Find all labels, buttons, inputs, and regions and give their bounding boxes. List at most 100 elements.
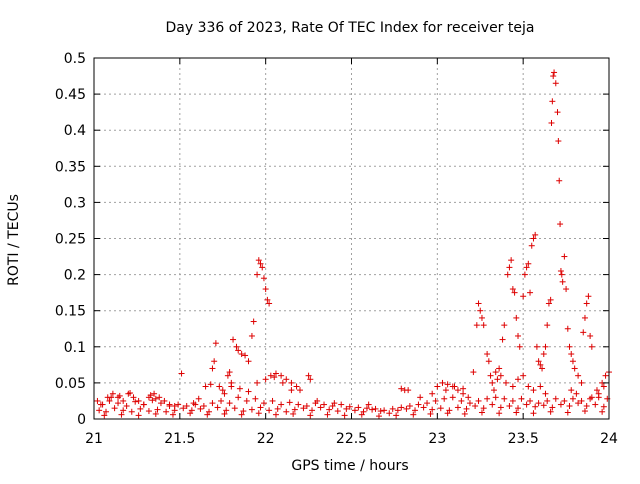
data-point: [489, 401, 496, 408]
data-point: [480, 322, 487, 329]
data-point: [532, 231, 539, 238]
data-point: [106, 397, 113, 404]
data-point: [588, 394, 595, 401]
data-point: [157, 400, 164, 407]
data-point: [513, 409, 520, 416]
data-point: [540, 402, 547, 409]
data-point: [161, 397, 168, 404]
y-tick-label: 0.1: [64, 340, 86, 356]
data-point: [278, 372, 285, 379]
y-tick-label: 0.25: [55, 232, 86, 248]
x-tick-label: 22: [257, 431, 275, 447]
data-point: [252, 395, 259, 402]
data-point: [523, 401, 530, 408]
data-point: [575, 400, 582, 407]
data-point: [487, 372, 494, 379]
data-point: [569, 358, 576, 365]
data-point: [219, 387, 226, 394]
data-point: [132, 398, 139, 405]
data-point: [595, 390, 602, 397]
data-point: [449, 394, 456, 401]
data-point: [465, 394, 472, 401]
data-point: [272, 370, 279, 377]
data-point: [484, 351, 491, 358]
data-point: [120, 397, 127, 404]
data-point: [243, 397, 250, 404]
data-point: [490, 387, 497, 394]
x-tick-label: 21: [85, 431, 103, 447]
data-point: [202, 383, 209, 390]
data-point: [334, 408, 341, 415]
data-point: [293, 383, 300, 390]
data-point: [346, 403, 353, 410]
data-point: [235, 394, 242, 401]
data-point: [581, 314, 588, 321]
data-point: [145, 408, 152, 415]
data-point: [561, 253, 568, 260]
data-point: [97, 401, 104, 408]
data-point: [295, 401, 302, 408]
data-point: [472, 403, 479, 410]
data-point: [238, 411, 245, 418]
data-point: [559, 278, 566, 285]
data-point: [130, 394, 137, 401]
data-point: [223, 407, 230, 414]
data-point: [216, 383, 223, 390]
data-point: [343, 405, 350, 412]
data-point: [587, 332, 594, 339]
data-point: [149, 397, 156, 404]
data-point: [406, 403, 413, 410]
data-point: [571, 365, 578, 372]
data-point: [147, 392, 154, 399]
data-point: [214, 404, 221, 411]
data-point: [109, 390, 116, 397]
data-point: [548, 119, 555, 126]
data-point: [478, 314, 485, 321]
data-point: [137, 405, 144, 412]
data-point: [269, 397, 276, 404]
data-point: [528, 242, 535, 249]
data-point: [307, 412, 314, 419]
data-point: [156, 394, 163, 401]
data-point: [245, 358, 252, 365]
data-point: [128, 408, 135, 415]
data-point: [248, 406, 255, 413]
data-point: [583, 403, 590, 410]
data-point: [262, 376, 269, 383]
data-point: [291, 406, 298, 413]
data-point: [521, 271, 528, 278]
data-point: [290, 410, 297, 417]
data-point: [297, 387, 303, 394]
data-point: [209, 400, 216, 407]
data-point: [492, 394, 499, 401]
data-point: [588, 343, 595, 350]
data-point: [549, 404, 556, 411]
data-point: [286, 399, 293, 406]
data-point: [417, 394, 424, 401]
data-point: [492, 369, 499, 376]
y-tick-label: 0.4: [64, 123, 86, 139]
data-point: [394, 407, 401, 414]
data-point: [523, 264, 530, 271]
data-point: [552, 395, 559, 402]
data-point: [221, 410, 228, 417]
data-point: [515, 405, 522, 412]
data-point: [561, 397, 568, 404]
chart-title: Day 336 of 2023, Rate Of TEC Index for r…: [166, 20, 535, 36]
data-point: [266, 300, 273, 307]
data-point: [497, 372, 504, 379]
data-point: [600, 383, 607, 390]
data-point: [218, 397, 225, 404]
data-point: [466, 400, 473, 407]
data-point: [444, 381, 451, 388]
data-point: [504, 271, 511, 278]
data-point: [152, 395, 159, 402]
data-point: [545, 300, 552, 307]
data-point: [226, 400, 233, 407]
data-point: [551, 69, 558, 76]
data-point: [427, 410, 434, 417]
data-point: [266, 407, 273, 414]
data-point: [412, 407, 419, 414]
